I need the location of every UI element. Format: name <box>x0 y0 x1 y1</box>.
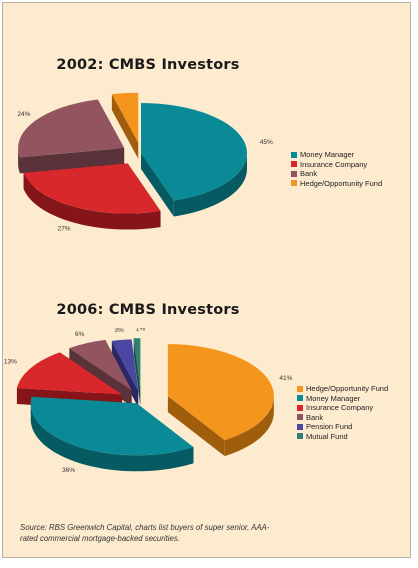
slice-0-hedge-opportunity-fund <box>111 92 139 143</box>
slice-1-mutual-fund-cut <box>133 338 141 407</box>
legend-swatch <box>297 395 303 402</box>
slice-0-hedge-opportunity-fund-side <box>111 94 139 159</box>
slice-0-money-manager-side <box>141 152 247 217</box>
legend-1-item-hedge-opportunity-fund: Hedge/Opportunity Fund <box>297 384 388 394</box>
slice-0-bank-cut <box>19 147 125 174</box>
legend-swatch <box>291 151 297 158</box>
legend-label: Pension Fund <box>306 422 353 432</box>
slice-1-money-manager-value-label: 36% <box>62 467 75 474</box>
slice-1-mutual-fund-value-label: 1% <box>136 328 146 332</box>
slice-1-hedge-opportunity-fund-wall <box>224 397 274 457</box>
slice-1-hedge-opportunity-fund-cut <box>167 396 225 457</box>
slice-0-money-manager <box>141 103 248 201</box>
slice-0-bank-value-label: 24% <box>17 111 30 118</box>
slice-0-money-manager-wall <box>173 152 247 217</box>
slice-0-hedge-opportunity-fund-value-label: 4% <box>117 83 127 84</box>
legend-2002: Money Manager Insurance Company Bank Hedge/… <box>291 150 382 188</box>
pie-chart-2006: 41% 36% 13% 6% 3% 1% <box>4 328 293 474</box>
slice-1-bank-value-label: 6% <box>75 331 85 338</box>
slice-1-bank <box>69 339 132 391</box>
legend-label: Insurance Company <box>306 403 374 413</box>
legend-swatch <box>297 423 303 430</box>
legend-swatch <box>297 433 303 440</box>
slice-1-pension-fund <box>111 339 139 392</box>
legend-swatch <box>291 170 297 177</box>
legend-0-item-money-manager: Money Manager <box>291 150 382 160</box>
pie-chart-2002: 45% 27% 24% 4% <box>17 83 273 232</box>
legend-label: Insurance Company <box>300 159 368 169</box>
legend-2006: Hedge/Opportunity Fund Money Manager Insur… <box>297 384 388 442</box>
slice-1-mutual-fund-side <box>133 338 141 407</box>
slice-0-bank-wall <box>18 147 20 174</box>
slice-0-money-manager-value-label: 45% <box>260 139 273 146</box>
slice-1-hedge-opportunity-fund-side <box>167 396 274 457</box>
legend-label: Hedge/Opportunity Fund <box>306 384 389 393</box>
legend-1-item-insurance-company: Insurance Company <box>297 403 388 413</box>
slice-0-bank <box>18 99 125 158</box>
legend-0-item-hedge-opportunity-fund: Hedge/Opportunity Fund <box>291 179 382 189</box>
slice-0-money-manager-cut <box>141 153 174 217</box>
legend-label: Hedge/Opportunity Fund <box>300 178 383 188</box>
legend-label: Money Manager <box>306 393 361 403</box>
chart-title-2002: 2002: CMBS Investors <box>56 57 240 73</box>
legend-1-item-bank: Bank <box>297 413 388 423</box>
legend-label: Bank <box>300 169 318 179</box>
legend-1-item-money-manager: Money Manager <box>297 394 388 404</box>
slice-1-money-manager-wall <box>30 402 194 472</box>
legend-swatch <box>291 180 297 187</box>
legend-0-item-bank: Bank <box>291 169 382 179</box>
slice-0-insurance-company-wall <box>23 172 161 230</box>
legend-swatch <box>297 385 303 392</box>
legend-label: Bank <box>306 412 324 422</box>
legend-1-item-mutual-fund: Mutual Fund <box>297 432 388 442</box>
slice-1-insurance-company <box>16 352 123 395</box>
slice-0-insurance-company <box>23 163 161 214</box>
slice-0-insurance-company-value-label: 27% <box>58 225 71 232</box>
legend-swatch <box>297 414 303 421</box>
slice-1-hedge-opportunity-fund-value-label: 41% <box>279 375 292 382</box>
legend-1-item-pension-fund: Pension Fund <box>297 422 388 432</box>
chart-panel: 2002: CMBS Investors 45% 27% 24% 4% Money M… <box>2 2 411 558</box>
legend-swatch <box>291 161 297 168</box>
slice-1-money-manager <box>30 396 194 456</box>
legend-swatch <box>297 404 303 411</box>
slice-1-mutual-fund <box>133 338 141 391</box>
legend-label: Money Manager <box>300 150 355 159</box>
slice-0-hedge-opportunity-fund-cut <box>111 94 139 159</box>
slice-1-hedge-opportunity-fund <box>167 344 274 441</box>
slice-1-pension-fund-value-label: 3% <box>114 328 124 334</box>
chart-title-2006: 2006: CMBS Investors <box>56 302 240 318</box>
slice-1-insurance-company-value-label: 13% <box>4 358 17 365</box>
source-note: Source: RBS Greenwich Capital, charts li… <box>20 523 270 543</box>
legend-0-item-insurance-company: Insurance Company <box>291 160 382 170</box>
legend-label: Mutual Fund <box>306 431 348 441</box>
